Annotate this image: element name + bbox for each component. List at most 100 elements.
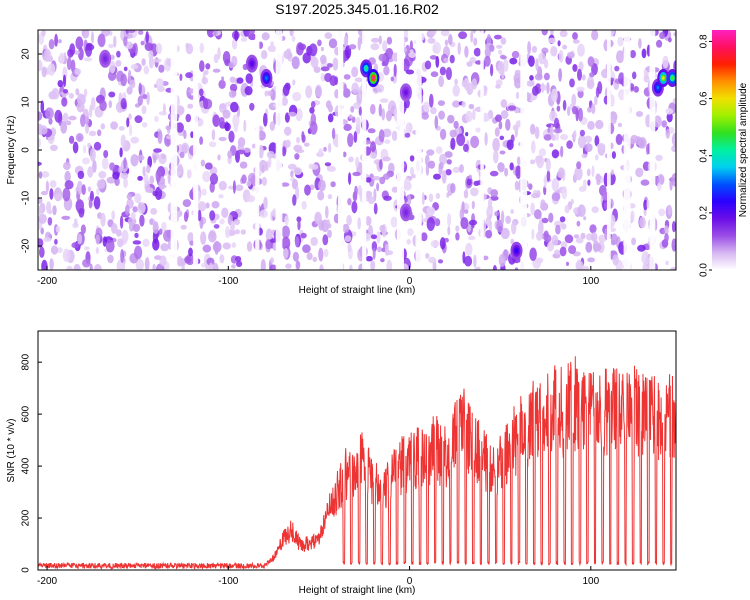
- heatmap-cell: [326, 219, 331, 226]
- heatmap-gap-column: [362, 30, 367, 270]
- snr-x-ticks: -200 -100 0 100: [37, 566, 600, 587]
- heatmap-cell: [382, 156, 391, 162]
- heatmap-cell: [105, 239, 115, 253]
- heatmap-cell: [181, 142, 190, 154]
- x-tick-label: -200: [37, 576, 57, 587]
- heatmap-cell: [429, 93, 434, 108]
- heatmap-cell: [484, 132, 488, 146]
- y-tick-label: -10: [21, 190, 32, 205]
- heatmap-cell: [357, 217, 362, 230]
- heatmap-cell: [440, 30, 450, 37]
- heatmap-cell: [490, 63, 494, 77]
- heatmap-cell: [243, 30, 250, 37]
- heatmap-cell: [492, 137, 500, 152]
- heatmap-cell: [58, 39, 62, 44]
- heatmap-hot-spot: [656, 85, 660, 90]
- heatmap-cell: [668, 37, 672, 43]
- heatmap-cell: [575, 260, 584, 270]
- heatmap-cell: [373, 202, 378, 215]
- heatmap-cell: [222, 51, 231, 64]
- heatmap-cell: [314, 84, 323, 98]
- heatmap-cell: [51, 88, 60, 100]
- heatmap-cell: [98, 171, 107, 179]
- heatmap-cell: [558, 49, 564, 63]
- heatmap-cell: [287, 163, 297, 170]
- heatmap-cell: [353, 102, 361, 110]
- heatmap-cell: [380, 258, 385, 263]
- heatmap-cell: [577, 68, 582, 81]
- heatmap-cell: [217, 30, 222, 35]
- heatmap-cell: [298, 43, 307, 51]
- heatmap-cell: [405, 122, 413, 134]
- heatmap-cell: [378, 103, 382, 117]
- heatmap-cell: [246, 195, 255, 203]
- heatmap-cell: [109, 162, 116, 171]
- heatmap-cell: [138, 30, 144, 35]
- heatmap-cell: [591, 30, 599, 41]
- heatmap-cell: [544, 58, 549, 69]
- heatmap-cell: [455, 232, 460, 241]
- heatmap-cell: [507, 105, 517, 111]
- heatmap-cell: [594, 95, 598, 106]
- heatmap-cell: [352, 171, 361, 177]
- heatmap-cell: [302, 52, 311, 64]
- heatmap-cell: [632, 71, 637, 80]
- heatmap-cell: [176, 171, 181, 177]
- heatmap-cell: [61, 215, 71, 220]
- heatmap-cell: [531, 45, 538, 53]
- heatmap-cell: [500, 99, 508, 108]
- heatmap-cell: [452, 84, 460, 97]
- heatmap-cell: [123, 36, 128, 47]
- heatmap-cell: [132, 206, 138, 213]
- heatmap-cell: [212, 262, 219, 270]
- heatmap-cell: [386, 36, 393, 45]
- heatmap-cell: [591, 165, 595, 178]
- heatmap-cell: [612, 254, 619, 266]
- heatmap-cell: [666, 112, 673, 123]
- heatmap-cell: [83, 88, 88, 98]
- heatmap-cell: [502, 59, 509, 72]
- heatmap-cell: [386, 110, 392, 122]
- colorbar: 0.0 0.2 0.4 0.6 0.8 Normalized spectral ampl…: [699, 30, 749, 277]
- heatmap-cell: [545, 158, 551, 172]
- heatmap-gap-column: [397, 30, 404, 270]
- heatmap-cell: [41, 259, 48, 270]
- heatmap-cell: [118, 125, 125, 131]
- heatmap-cell: [148, 50, 154, 60]
- heatmap-cell: [559, 216, 566, 223]
- heatmap-cell: [370, 260, 376, 270]
- heatmap-cell: [630, 134, 638, 144]
- heatmap-cell: [514, 69, 522, 76]
- heatmap-cell: [312, 256, 318, 263]
- heatmap-cell: [143, 65, 150, 75]
- heatmap-cell: [435, 146, 443, 155]
- heatmap-cell: [127, 69, 132, 83]
- heatmap-cell: [566, 140, 573, 149]
- heatmap-cell: [157, 85, 165, 93]
- heatmap-cell: [402, 30, 409, 38]
- heatmap-cell: [543, 72, 550, 81]
- heatmap-cell: [197, 201, 207, 212]
- heatmap-cell: [659, 31, 666, 40]
- heatmap-cell: [365, 177, 372, 183]
- heatmap-cell: [452, 100, 461, 108]
- heatmap-cell: [334, 89, 340, 99]
- heatmap-cell: [293, 144, 303, 152]
- heatmap-cell: [211, 201, 220, 209]
- heatmap-cell: [464, 255, 473, 267]
- heatmap-cell: [54, 238, 58, 245]
- heatmap-cell: [438, 75, 444, 88]
- heatmap-cell: [127, 30, 136, 34]
- heatmap-cell: [324, 32, 333, 39]
- heatmap-cell: [134, 232, 139, 239]
- heatmap-cell: [467, 222, 472, 233]
- colorbar-tick-label: 0.8: [699, 34, 710, 48]
- heatmap-cell: [78, 208, 85, 218]
- heatmap-cell: [407, 228, 414, 236]
- heatmap-cell: [183, 211, 189, 222]
- x-tick-label: -200: [37, 276, 57, 287]
- heatmap-cell: [505, 118, 511, 131]
- heatmap-cell: [498, 49, 503, 55]
- heatmap-cell: [587, 56, 595, 67]
- heatmap-cell: [186, 169, 192, 179]
